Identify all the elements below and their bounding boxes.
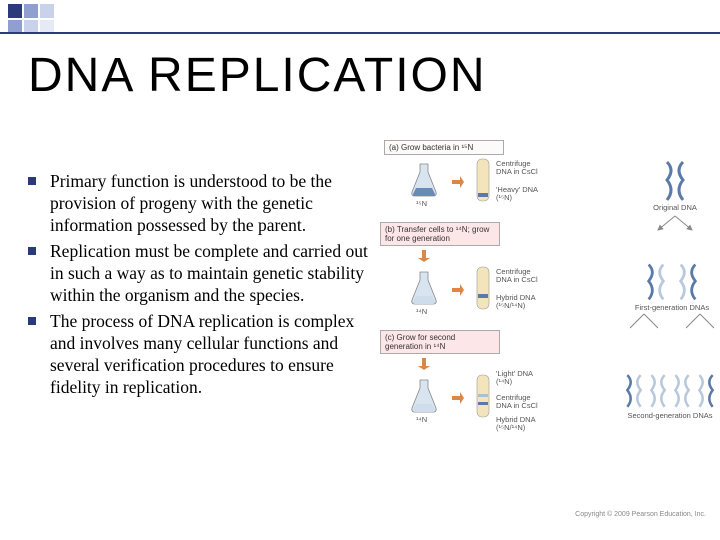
bullet-item: The process of DNA replication is comple…: [28, 310, 373, 398]
first-gen-label: First-generation DNAs: [622, 304, 720, 312]
flask-14n-1-label: ¹⁴N: [416, 308, 427, 316]
first-gen-dnas: First-generation DNAs: [622, 262, 720, 330]
second-gen-dnas: Second-generation DNAs: [605, 372, 720, 420]
arrow-down-icon: [416, 250, 432, 262]
tube-light-hybrid: [476, 374, 490, 420]
arrow-icon: [452, 282, 464, 298]
flask-14n-2: [410, 378, 438, 414]
flask-14n-1: [410, 270, 438, 306]
bullet-text: The process of DNA replication is comple…: [50, 310, 373, 398]
meselson-stahl-diagram: (a) Grow bacteria in ¹⁵N ¹⁵N Centrifuge …: [380, 140, 710, 520]
tube-heavy: [476, 158, 490, 204]
horizontal-rule: [0, 32, 720, 34]
bullet-marker-icon: [28, 247, 36, 255]
arrow-icon: [452, 390, 464, 406]
centrifuge-label-3: Centrifuge DNA in CsCl: [496, 394, 544, 411]
hybrid-dna-label: Hybrid DNA (¹⁵N/¹⁴N): [496, 294, 548, 311]
second-gen-label: Second-generation DNAs: [605, 412, 720, 420]
step-a-label: (a) Grow bacteria in ¹⁵N: [384, 140, 504, 155]
bullet-marker-icon: [28, 317, 36, 325]
bullet-item: Primary function is understood to be the…: [28, 170, 373, 236]
centrifuge-label-1: Centrifuge DNA in CsCl: [496, 160, 544, 177]
centrifuge-label-2: Centrifuge DNA in CsCl: [496, 268, 544, 285]
step-c-label: (c) Grow for second generation in ¹⁴N: [380, 330, 500, 354]
flask-15n: [410, 162, 438, 198]
bullet-list: Primary function is understood to be the…: [28, 170, 373, 402]
arrow-icon: [452, 174, 464, 190]
corner-decoration: [0, 0, 160, 36]
bullet-text: Replication must be complete and carried…: [50, 240, 373, 306]
tube-hybrid: [476, 266, 490, 312]
flask-15n-label: ¹⁵N: [416, 200, 427, 208]
bullet-text: Primary function is understood to be the…: [50, 170, 373, 236]
flask-14n-2-label: ¹⁴N: [416, 416, 427, 424]
light-dna-label: 'Light' DNA (¹⁴N): [496, 370, 546, 387]
dna-column: Original DNA: [635, 160, 715, 232]
heavy-dna-label: 'Heavy' DNA (¹⁵N): [496, 186, 544, 203]
hybrid-dna-label-2: Hybrid DNA (¹⁵N/¹⁴N): [496, 416, 548, 433]
step-b-label: (b) Transfer cells to ¹⁴N; grow for one …: [380, 222, 500, 246]
original-dna-label: Original DNA: [635, 204, 715, 212]
bullet-item: Replication must be complete and carried…: [28, 240, 373, 306]
arrow-down-icon: [416, 358, 432, 370]
copyright-text: Copyright © 2009 Pearson Education, Inc.: [575, 511, 706, 518]
bullet-marker-icon: [28, 177, 36, 185]
page-title: DNA REPLICATION: [28, 48, 487, 103]
